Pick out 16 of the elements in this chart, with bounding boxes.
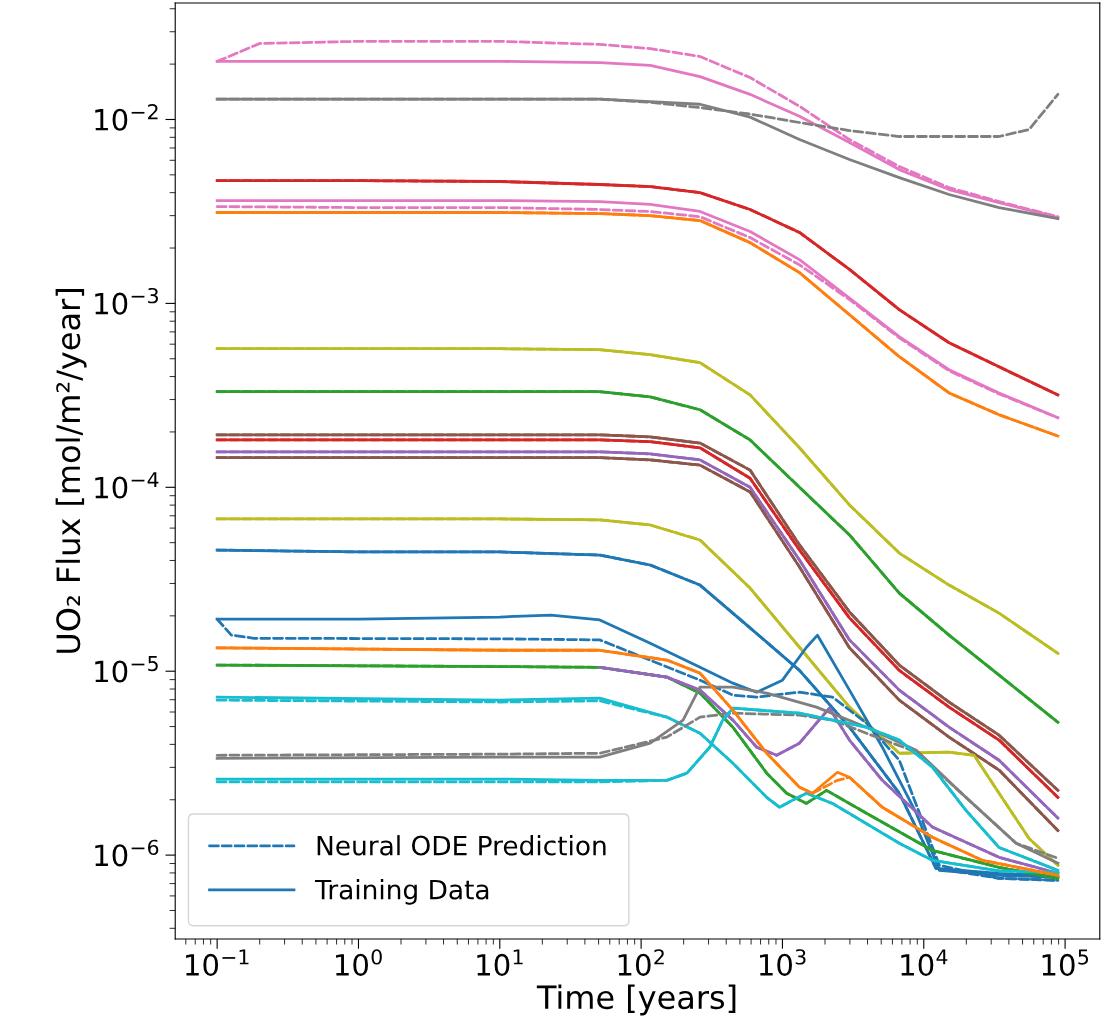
y-tick-label: 10$^{−6}$ [95,839,159,867]
x-tick-label: 10$^{1}$ [477,949,523,976]
legend-label: Training Data [315,879,489,905]
y-tick-label: 10$^{−2}$ [95,104,158,131]
x-tick-label: 10$^{0}$ [336,949,382,976]
y-axis-title: UO₂ Flux [mol/m²/year] [55,289,87,653]
x-axis-title: Time [years] [536,984,736,1016]
legend-label: Neural ODE Prediction [317,835,606,856]
x-tick-label: 10$^{5}$ [1042,949,1089,976]
x-tick-label: 10$^{2}$ [618,949,664,976]
y-tick-label: 10$^{−5}$ [95,656,158,683]
y-tick-label: 10$^{−4}$ [95,472,159,499]
x-tick-label: 10$^{−1}$ [186,949,249,976]
x-tick-label: 10$^{4}$ [901,949,948,976]
y-tick-label: 10$^{−3}$ [95,287,158,315]
x-tick-label: 10$^{3}$ [759,949,806,976]
